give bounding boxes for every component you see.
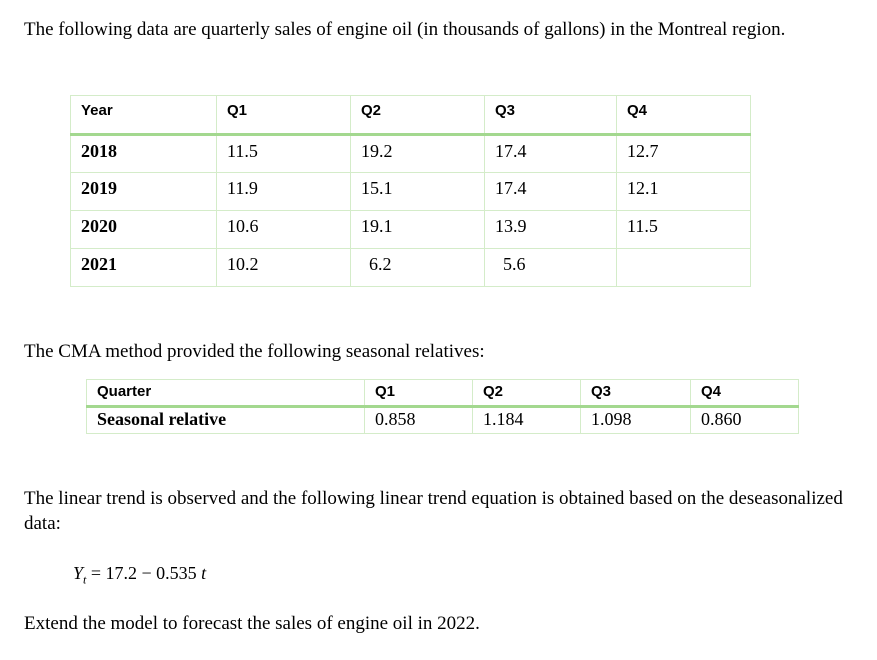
table-row: 2020 10.6 19.1 13.9 11.5 xyxy=(70,210,751,249)
table-row: 2019 11.9 15.1 17.4 12.1 xyxy=(70,172,751,211)
seasonal-relative-q4: 0.860 xyxy=(690,406,799,434)
q1-cell: 10.2 xyxy=(216,248,351,287)
equation-rhs-variable: t xyxy=(201,563,207,583)
seasonal-relative-q2: 1.184 xyxy=(472,406,581,434)
q3-cell: 17.4 xyxy=(484,172,617,211)
q1-cell: 11.9 xyxy=(216,172,351,211)
column-header-quarter: Quarter xyxy=(86,379,365,408)
column-header-q2: Q2 xyxy=(350,95,485,136)
column-header-q1: Q1 xyxy=(364,379,473,408)
task-paragraph: Extend the model to forecast the sales o… xyxy=(24,613,480,634)
seasonal-relative-q3: 1.098 xyxy=(580,406,691,434)
q2-cell: 19.1 xyxy=(350,210,485,249)
table-header-row: Year Q1 Q2 Q3 Q4 xyxy=(70,95,751,136)
q4-cell xyxy=(616,248,751,287)
column-header-q4: Q4 xyxy=(690,379,799,408)
table-row: 2018 11.5 19.2 17.4 12.7 xyxy=(70,134,751,173)
q2-cell: 6.2 xyxy=(350,248,485,287)
equation-rhs: = 17.2 − 0.535 xyxy=(86,563,202,583)
table-row: 2021 10.2 6.2 5.6 xyxy=(70,248,751,287)
seasonal-relative-q1: 0.858 xyxy=(364,406,473,434)
column-header-q1: Q1 xyxy=(216,95,351,136)
row-label: Seasonal relative xyxy=(86,406,365,434)
column-header-q3: Q3 xyxy=(580,379,691,408)
equation-lhs-variable: Y xyxy=(73,563,84,583)
seasonal-relatives-table: Quarter Q1 Q2 Q3 Q4 Seasonal relative 0.… xyxy=(86,379,799,434)
quarterly-sales-table: Year Q1 Q2 Q3 Q4 2018 11.5 19.2 17.4 12.… xyxy=(70,95,751,287)
year-cell: 2018 xyxy=(70,134,217,173)
year-cell: 2020 xyxy=(70,210,217,249)
year-cell: 2021 xyxy=(70,248,217,287)
q2-cell: 15.1 xyxy=(350,172,485,211)
q3-cell: 17.4 xyxy=(484,134,617,173)
table-header-row: Quarter Q1 Q2 Q3 Q4 xyxy=(86,379,799,408)
year-cell: 2019 xyxy=(70,172,217,211)
q1-cell: 11.5 xyxy=(216,134,351,173)
column-header-q4: Q4 xyxy=(616,95,751,136)
q1-cell: 10.6 xyxy=(216,210,351,249)
trend-equation: Yt = 17.2 − 0.535 t xyxy=(73,563,206,588)
q4-cell: 12.7 xyxy=(616,134,751,173)
q4-cell: 11.5 xyxy=(616,210,751,249)
trend-paragraph: The linear trend is observed and the fol… xyxy=(24,488,843,534)
column-header-year: Year xyxy=(70,95,217,136)
q3-cell: 13.9 xyxy=(484,210,617,249)
q2-cell: 19.2 xyxy=(350,134,485,173)
q3-cell: 5.6 xyxy=(484,248,617,287)
column-header-q3: Q3 xyxy=(484,95,617,136)
equation-subscript: t xyxy=(83,572,87,587)
table-row: Seasonal relative 0.858 1.184 1.098 0.86… xyxy=(86,406,799,434)
intro-paragraph: The following data are quarterly sales o… xyxy=(24,19,786,40)
cma-paragraph: The CMA method provided the following se… xyxy=(24,341,485,362)
q4-cell: 12.1 xyxy=(616,172,751,211)
column-header-q2: Q2 xyxy=(472,379,581,408)
